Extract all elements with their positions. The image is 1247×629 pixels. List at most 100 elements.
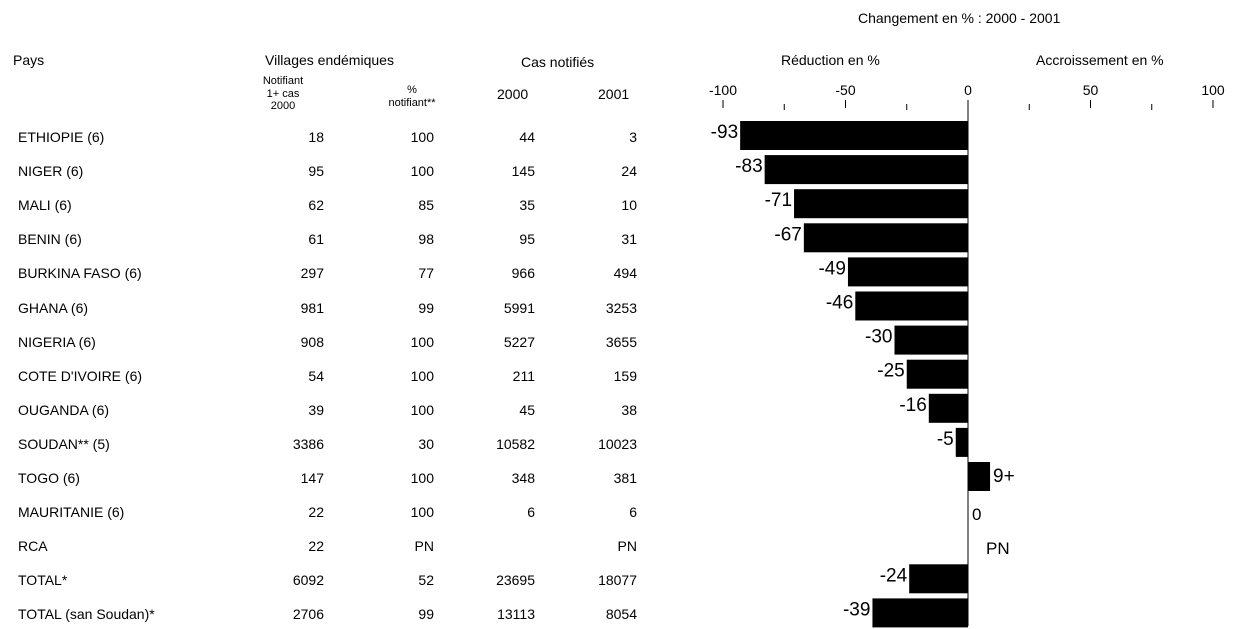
bar	[928, 393, 968, 423]
pct-notifying-cell: 77	[418, 265, 434, 282]
villages-cell: 147	[300, 470, 324, 486]
pct-notifying-cell: 52	[418, 572, 434, 589]
villages-cell: 22	[308, 504, 324, 521]
bar-value-label: -46	[826, 293, 853, 314]
bar-value-label: 0	[972, 505, 981, 524]
cases-2000-cell: 10582	[496, 435, 535, 452]
cases-2000-cell: 23695	[496, 572, 535, 589]
bar	[855, 291, 968, 321]
villages-cell: 3386	[292, 435, 324, 452]
villages-cell: 61	[308, 231, 324, 248]
notifying-header-line3: 2000	[270, 100, 296, 113]
villages-cell: 95	[308, 163, 324, 180]
villages-cell: 39	[308, 401, 324, 418]
bar	[847, 257, 968, 287]
country-cell: TOTAL (san Soudan)*	[18, 606, 155, 623]
year-2001-header: 2001	[598, 86, 630, 102]
cases-2000-cell: 35	[519, 197, 535, 214]
bar	[906, 359, 968, 389]
country-cell: MALI (6)	[18, 197, 72, 214]
country-cell: RCA	[18, 538, 48, 555]
villages-cell: 62	[308, 197, 324, 214]
bar	[955, 427, 968, 457]
bar	[803, 223, 968, 253]
country-cell: BENIN (6)	[18, 231, 82, 248]
country-header: Pays	[13, 52, 45, 68]
pct-notifying-cell: 30	[418, 435, 434, 452]
cases-2000-cell: 5227	[503, 333, 535, 350]
cases-2000-cell: 95	[519, 231, 535, 248]
bar-value-label: -49	[818, 258, 845, 279]
country-cell: SOUDAN** (5)	[18, 435, 110, 452]
cases-2001-cell: 18077	[598, 572, 637, 589]
cases-2001-cell: 6	[629, 504, 637, 521]
bar-value-label: -71	[765, 190, 792, 211]
villages-cell: 54	[308, 367, 324, 384]
pct-notifying-cell: 99	[418, 606, 434, 623]
bar-value-label: -83	[735, 156, 762, 177]
x-tick-label: -100	[709, 82, 737, 98]
bar-value-label: -67	[774, 224, 801, 245]
bar-value-label: 9+	[993, 466, 1015, 487]
bar-value-label: -24	[880, 565, 908, 586]
cases-2001-cell: 494	[613, 265, 637, 282]
country-cell: GHANA (6)	[18, 299, 89, 316]
bar-value-label: -39	[843, 599, 870, 620]
bar-value-label: -5	[937, 429, 954, 450]
country-cell: TOTAL*	[18, 572, 68, 589]
cases-2000-cell: 13113	[497, 606, 535, 623]
bar	[740, 121, 968, 150]
year-2000-header: 2000	[497, 86, 529, 102]
cases-2000-cell: 45	[519, 401, 535, 418]
villages-cell: 297	[300, 265, 324, 282]
cases-2000-cell: 348	[511, 470, 535, 486]
cases-2001-cell: 10023	[598, 435, 637, 452]
cases-2000-cell: 211	[512, 367, 535, 384]
bar	[968, 462, 991, 491]
country-cell: BURKINA FASO (6)	[18, 265, 142, 282]
cases-2001-cell: 24	[621, 163, 637, 180]
country-cell: NIGERIA (6)	[18, 333, 96, 350]
notifying-header-line1: Notifiant	[262, 75, 304, 87]
bar	[764, 155, 968, 185]
villages-cell: 18	[308, 129, 324, 145]
villages-header: Villages endémiques	[265, 52, 394, 68]
cases-2001-cell: 381	[613, 470, 637, 486]
cases-2001-cell: 3	[629, 129, 637, 145]
bar	[909, 564, 968, 594]
x-tick-label: 100	[1201, 82, 1225, 98]
cases-2001-cell: 3253	[605, 299, 637, 316]
pct-notifying-cell: 100	[410, 163, 434, 180]
pct-notifying-cell: 100	[410, 401, 434, 418]
bar	[872, 598, 968, 628]
notifying-header-line2: 1+ cas	[266, 87, 300, 100]
country-cell: OUGANDA (6)	[18, 401, 110, 418]
notifying-header: Notifiant 1+ cas 2000	[255, 75, 311, 113]
cases-2001-cell: 38	[621, 401, 637, 418]
country-cell: NIGER (6)	[18, 163, 84, 180]
villages-cell: 908	[300, 333, 324, 350]
villages-cell: 22	[308, 538, 324, 555]
cases-2000-cell: 6	[527, 504, 535, 521]
reduction-header: Réduction en %	[781, 52, 880, 68]
pct-notifying-cell: 98	[418, 231, 434, 248]
x-tick-label: 50	[1083, 82, 1099, 98]
pct-header-line1: %	[407, 84, 417, 96]
villages-cell: 6092	[292, 572, 324, 589]
pct-notifying-cell: 100	[410, 367, 434, 384]
pct-notifying-cell: 85	[418, 197, 434, 214]
pct-notifying-cell: 100	[410, 333, 434, 350]
cases-2001-cell: 3655	[605, 333, 637, 350]
cases-header: Cas notifiés	[521, 54, 595, 70]
pct-header-line2: notifiant**	[388, 96, 436, 109]
cases-2001-cell: 159	[613, 367, 637, 384]
bar-value-label: -16	[899, 395, 926, 416]
villages-cell: 2706	[292, 606, 324, 623]
increase-header: Accroissement en %	[1036, 52, 1164, 68]
cases-2001-cell: 31	[621, 231, 637, 248]
country-cell: ETHIOPIE (6)	[18, 129, 105, 145]
villages-cell: 981	[300, 299, 324, 316]
bar	[894, 325, 968, 355]
x-tick-label: -50	[835, 82, 855, 98]
